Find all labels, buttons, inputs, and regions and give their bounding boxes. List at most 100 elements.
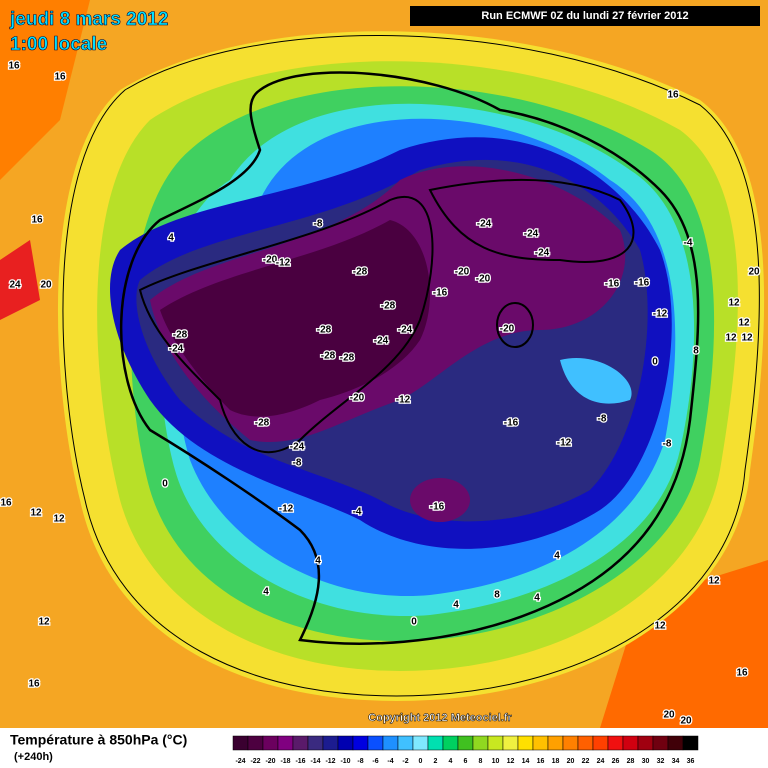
scale-swatch bbox=[547, 735, 564, 751]
contour-label: -16 bbox=[504, 418, 519, 429]
footer-lead: (+240h) bbox=[14, 751, 53, 763]
contour-label: -12 bbox=[279, 504, 294, 515]
contour-label: 24 bbox=[9, 280, 21, 291]
scale-label: -6 bbox=[372, 758, 378, 765]
temperature-field bbox=[0, 0, 768, 728]
contour-label: -12 bbox=[396, 395, 411, 406]
scale-label: -4 bbox=[387, 758, 393, 765]
copyright: Copyright 2012 Meteociel.fr bbox=[368, 712, 512, 724]
scale-swatch bbox=[652, 735, 669, 751]
scale-label: -10 bbox=[340, 758, 350, 765]
contour-label: -28 bbox=[255, 418, 270, 429]
scale-swatch bbox=[322, 735, 339, 751]
contour-label: -16 bbox=[433, 288, 448, 299]
scale-swatch bbox=[262, 735, 279, 751]
contour-label: 0 bbox=[411, 617, 417, 628]
scale-swatch bbox=[442, 735, 459, 751]
scale-label: 30 bbox=[642, 758, 650, 765]
scale-label: 22 bbox=[582, 758, 590, 765]
run-banner bbox=[410, 6, 760, 26]
contour-label: -28 bbox=[353, 267, 368, 278]
contour-label: -24 bbox=[524, 229, 539, 240]
scale-label: -8 bbox=[357, 758, 363, 765]
contour-label: -12 bbox=[653, 309, 668, 320]
scale-swatch bbox=[412, 735, 429, 751]
contour-label: 4 bbox=[168, 233, 174, 244]
scale-swatch bbox=[517, 735, 534, 751]
footer-title: Température à 850hPa (°C) bbox=[10, 732, 187, 748]
contour-label: -20 bbox=[263, 255, 278, 266]
scale-label: 28 bbox=[627, 758, 635, 765]
scale-swatch bbox=[292, 735, 309, 751]
scale-label: 36 bbox=[687, 758, 695, 765]
contour-label: 4 bbox=[554, 551, 560, 562]
scale-swatch bbox=[487, 735, 504, 751]
scale-swatch bbox=[307, 735, 324, 751]
scale-label: -22 bbox=[250, 758, 260, 765]
scale-label: 10 bbox=[492, 758, 500, 765]
contour-label: -20 bbox=[500, 324, 515, 335]
contour-label: 12 bbox=[654, 621, 666, 632]
scale-swatch bbox=[277, 735, 294, 751]
scale-swatch bbox=[562, 735, 579, 751]
contour-label: -24 bbox=[169, 344, 184, 355]
contour-label: 16 bbox=[8, 61, 20, 72]
contour-label: -16 bbox=[605, 279, 620, 290]
contour-label: 0 bbox=[652, 357, 658, 368]
contour-label: 12 bbox=[30, 508, 42, 519]
contour-label: -8 bbox=[314, 219, 323, 230]
contour-label: 4 bbox=[534, 593, 540, 604]
scale-swatch bbox=[337, 735, 354, 751]
contour-label: 16 bbox=[28, 679, 40, 690]
contour-label: 16 bbox=[54, 72, 66, 83]
contour-label: 8 bbox=[693, 346, 699, 357]
contour-label: 0 bbox=[162, 479, 168, 490]
scale-swatch bbox=[247, 735, 264, 751]
contour-label: -12 bbox=[276, 258, 291, 269]
scale-swatch bbox=[502, 735, 519, 751]
scale-label: 14 bbox=[522, 758, 530, 765]
contour-label: 8 bbox=[494, 590, 500, 601]
contour-label: 16 bbox=[736, 668, 748, 679]
contour-label: -24 bbox=[374, 336, 389, 347]
contour-label: -4 bbox=[353, 507, 362, 518]
scale-swatch bbox=[367, 735, 384, 751]
contour-label: -28 bbox=[317, 325, 332, 336]
contour-label: 12 bbox=[738, 318, 750, 329]
scale-swatch bbox=[382, 735, 399, 751]
scale-swatch bbox=[232, 735, 249, 751]
contour-label: -4 bbox=[684, 238, 693, 249]
scale-label: 32 bbox=[657, 758, 665, 765]
scale-label: -12 bbox=[325, 758, 335, 765]
scale-label: 34 bbox=[672, 758, 680, 765]
contour-label: 4 bbox=[315, 556, 321, 567]
contour-label: -8 bbox=[598, 414, 607, 425]
contour-label: -20 bbox=[476, 274, 491, 285]
scale-swatch bbox=[622, 735, 639, 751]
contour-label: -24 bbox=[477, 219, 492, 230]
contour-label: 16 bbox=[0, 498, 12, 509]
scale-swatch bbox=[637, 735, 654, 751]
scale-label: -16 bbox=[295, 758, 305, 765]
contour-label: 12 bbox=[728, 298, 740, 309]
contour-label: 20 bbox=[40, 280, 52, 291]
scale-swatch bbox=[577, 735, 594, 751]
scale-label: -18 bbox=[280, 758, 290, 765]
scale-swatch bbox=[682, 735, 699, 751]
contour-label: -16 bbox=[430, 502, 445, 513]
scale-swatch bbox=[472, 735, 489, 751]
scale-label: 6 bbox=[464, 758, 468, 765]
contour-label: 20 bbox=[748, 267, 760, 278]
contour-label: -28 bbox=[381, 301, 396, 312]
date-label: jeudi 8 mars 2012 bbox=[9, 9, 168, 30]
color-scale: -24 -22 -20 -18 -16 -14 -12 -10 -8 -6 -4 -2 0 2 4 6 8 10 1… bbox=[232, 735, 699, 765]
contour-label: 20 bbox=[680, 716, 692, 727]
contour-label: 12 bbox=[53, 514, 65, 525]
contour-label: -16 bbox=[635, 278, 650, 289]
scale-swatch bbox=[532, 735, 549, 751]
scale-label: 0 bbox=[419, 758, 423, 765]
scale-swatch bbox=[592, 735, 609, 751]
contour-label: 20 bbox=[663, 710, 675, 721]
